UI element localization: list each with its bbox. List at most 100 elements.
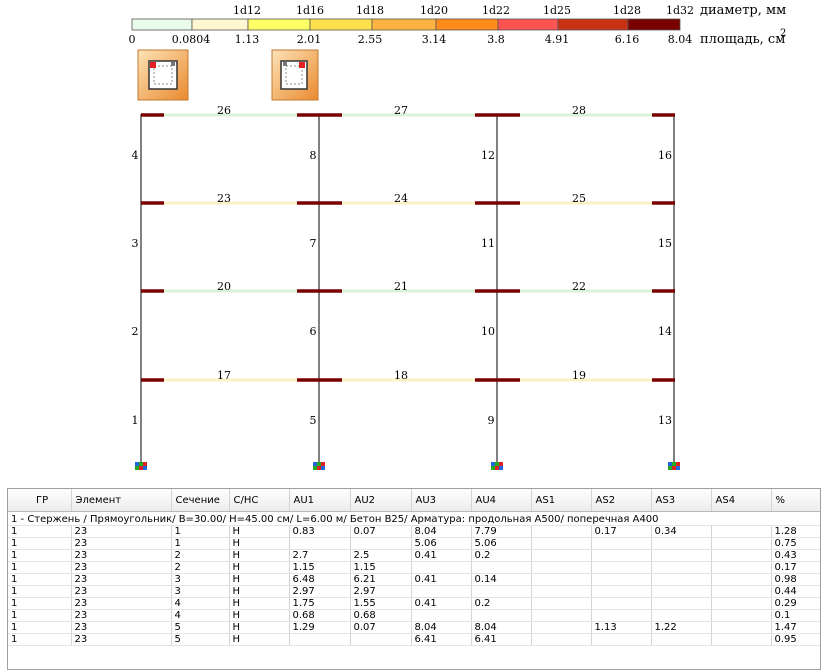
table-cell (591, 597, 652, 610)
support-icon (491, 462, 503, 470)
table-cell (711, 561, 772, 574)
table-cell: 1.22 (651, 621, 712, 634)
column-header-snc[interactable]: С/НС (229, 489, 290, 512)
table-cell: 0.83 (289, 525, 351, 538)
beam-label: 25 (572, 192, 586, 205)
column-header-as1[interactable]: AS1 (531, 489, 592, 512)
column-header-au4[interactable]: AU4 (471, 489, 532, 512)
table-cell (289, 537, 351, 550)
column-header-element[interactable]: Элемент (71, 489, 172, 512)
table-cell: 2.5 (350, 549, 412, 562)
table-row[interactable]: 1 23 5 Н 1.29 0.07 8.04 8.04 1.13 1.22 1.47 (8, 621, 820, 634)
table-cell (471, 609, 532, 622)
legend-area-superscript: 2 (780, 28, 786, 39)
column-label: 5 (310, 414, 317, 427)
table-row[interactable]: 1 23 5 Н 6.41 6.41 0.95 (8, 633, 820, 646)
column-header-as3[interactable]: AS3 (651, 489, 712, 512)
beam-label: 23 (217, 192, 231, 205)
table-cell: Н (229, 597, 290, 610)
column-header-section[interactable]: Сечение (171, 489, 230, 512)
table-row[interactable]: 1 23 1 Н 0.83 0.07 8.04 7.79 0.17 0.34 1.28 (8, 525, 820, 538)
column-header-au3[interactable]: AU3 (411, 489, 472, 512)
legend-diameter-caption: диаметр, мм (700, 3, 786, 18)
table-cell: 0.95 (771, 633, 820, 646)
support-icon (668, 462, 680, 470)
table-row[interactable]: 1 23 3 Н 6.48 6.21 0.41 0.14 0.98 (8, 573, 820, 586)
table-cell: 1 (8, 585, 72, 598)
table-row[interactable]: 1 23 3 Н 2.97 2.97 0.44 (8, 585, 820, 598)
legend-diameter-1d22: 1d22 (482, 4, 510, 17)
table-cell: 23 (71, 561, 172, 574)
table-cell (711, 585, 772, 598)
group-row[interactable]: 1 - Стержень / Прямоугольник/ B=30.00/ H… (8, 511, 820, 526)
column-header-as4[interactable]: AS4 (711, 489, 772, 512)
section-view-button-1[interactable] (137, 49, 189, 101)
table-cell: 1.75 (289, 597, 351, 610)
beam-label: 19 (572, 369, 586, 382)
section-view-button-2[interactable] (271, 49, 319, 101)
legend-swatch (247, 18, 311, 31)
table-cell: 1 (8, 573, 72, 586)
column-label: 3 (132, 237, 139, 250)
table-cell (711, 549, 772, 562)
table-cell (651, 585, 712, 598)
table-cell: 1.47 (771, 621, 820, 634)
legend-diameter-1d25: 1d25 (543, 4, 571, 17)
column-header-percent[interactable]: % (771, 489, 820, 512)
legend-swatch (371, 18, 437, 31)
frame-view[interactable]: 1d12 1d16 1d18 1d20 1d22 1d25 1d28 1d32 … (0, 0, 826, 486)
table-cell: 1 (171, 525, 230, 538)
table-cell (591, 585, 652, 598)
table-cell: 0.2 (471, 597, 532, 610)
support-icon (313, 462, 325, 470)
column-header-gr[interactable]: ГР (8, 489, 72, 512)
column-label: 2 (132, 325, 139, 338)
table-cell (531, 633, 592, 646)
table-cell: 0.1 (771, 609, 820, 622)
section-icon (171, 62, 175, 66)
table-cell: 1.15 (289, 561, 351, 574)
column-label: 4 (132, 149, 139, 162)
table-cell (531, 537, 592, 550)
table-cell (711, 609, 772, 622)
legend-area-3-14: 3.14 (422, 33, 447, 46)
table-cell: 0.17 (591, 525, 652, 538)
group-title: 1 - Стержень / Прямоугольник/ B=30.00/ H… (8, 511, 820, 526)
column-label: 10 (481, 325, 495, 338)
table-cell: 23 (71, 633, 172, 646)
table-cell (651, 633, 712, 646)
table-cell: 6.48 (289, 573, 351, 586)
table-cell: 23 (71, 585, 172, 598)
table-cell: 2 (171, 549, 230, 562)
table-cell (591, 573, 652, 586)
beam-label: 21 (394, 280, 408, 293)
table-row[interactable]: 1 23 4 Н 0.68 0.68 0.1 (8, 609, 820, 622)
color-legend (131, 18, 681, 31)
table-cell (531, 621, 592, 634)
column-header-au2[interactable]: AU2 (350, 489, 412, 512)
table-cell (411, 561, 472, 574)
table-cell: Н (229, 585, 290, 598)
table-row[interactable]: 1 23 4 Н 1.75 1.55 0.41 0.2 0.29 (8, 597, 820, 610)
legend-area-2-01: 2.01 (297, 33, 322, 46)
table-row[interactable]: 1 23 1 Н 5.06 5.06 0.75 (8, 537, 820, 550)
table-cell: 0.41 (411, 597, 472, 610)
table-cell: 0.17 (771, 561, 820, 574)
reinforcement-table[interactable]: ГР Элемент Сечение С/НС AU1 AU2 AU3 AU4 … (7, 488, 821, 670)
column-label: 16 (658, 149, 672, 162)
table-cell: 1.15 (350, 561, 412, 574)
table-row[interactable]: 1 23 2 Н 2.7 2.5 0.41 0.2 0.43 (8, 549, 820, 562)
table-cell (591, 549, 652, 562)
column-header-as2[interactable]: AS2 (591, 489, 652, 512)
table-cell (531, 561, 592, 574)
table-cell: 3 (171, 573, 230, 586)
legend-diameter-1d20: 1d20 (420, 4, 448, 17)
table-cell: 5 (171, 621, 230, 634)
table-cell: 3 (171, 585, 230, 598)
table-cell (289, 633, 351, 646)
table-cell: 0.34 (651, 525, 712, 538)
table-cell: 1.28 (771, 525, 820, 538)
column-header-au1[interactable]: AU1 (289, 489, 351, 512)
table-cell: 6.41 (471, 633, 532, 646)
table-row[interactable]: 1 23 2 Н 1.15 1.15 0.17 (8, 561, 820, 574)
